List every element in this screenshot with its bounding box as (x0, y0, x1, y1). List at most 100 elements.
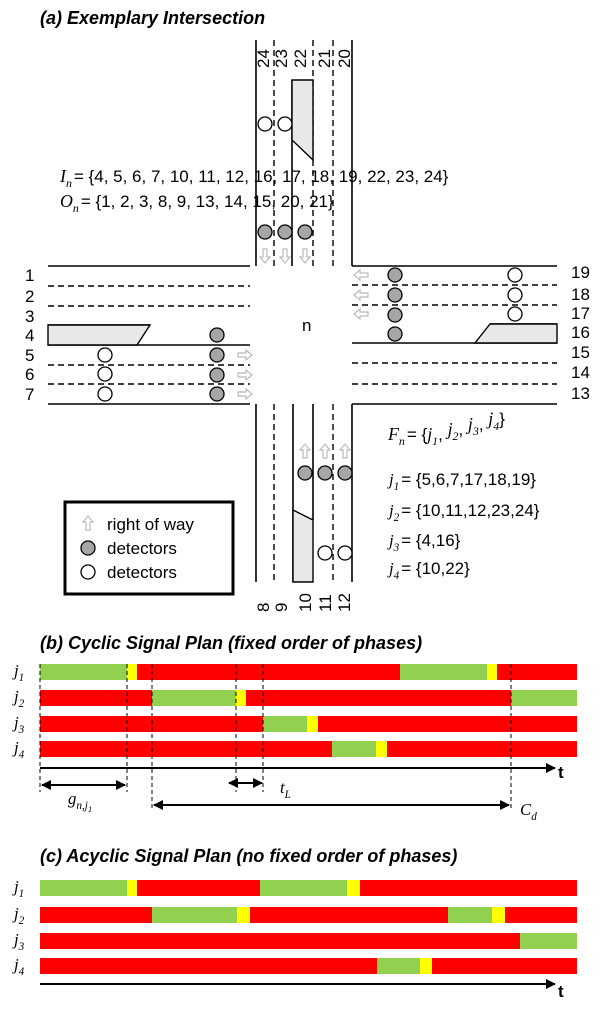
detector (209, 327, 225, 343)
signal-phase (137, 664, 400, 680)
node-label: n (302, 316, 311, 335)
right-of-way-arrow (298, 443, 312, 459)
symbol: t (280, 778, 285, 797)
right-of-way-arrow (237, 368, 253, 382)
detector (317, 545, 333, 561)
symbol: j (12, 661, 19, 680)
lane-label: 11 (316, 594, 335, 612)
signal-phase (448, 907, 492, 923)
subscript: 1 (432, 434, 438, 448)
subscript: 4 (493, 419, 499, 433)
set-text: = {10,11,12,23,24} (401, 501, 540, 520)
signal-phase (505, 907, 577, 923)
symbol: F (387, 424, 400, 444)
signal-phase (40, 690, 152, 706)
detector (257, 116, 273, 132)
lane-label: 19 (571, 263, 590, 282)
signal-phase (377, 958, 420, 974)
lane-label: 6 (25, 365, 34, 384)
right-of-way-arrow (353, 307, 369, 321)
subscript: 4 (394, 570, 400, 582)
signal-phase (127, 880, 137, 896)
median (291, 79, 314, 162)
subscript: 3 (18, 941, 25, 953)
signal-phase (260, 880, 347, 896)
detector (80, 564, 96, 580)
right-of-way-arrow (353, 288, 369, 302)
subscript: 1 (19, 672, 25, 684)
lane-label: 14 (571, 363, 590, 382)
lane-label: 2 (25, 287, 34, 306)
subscript: d (531, 811, 537, 823)
detector (387, 307, 403, 323)
right-of-way-arrow (258, 248, 272, 264)
detector (297, 224, 313, 240)
lane-label: 12 (335, 593, 354, 612)
signal-phase (511, 690, 577, 706)
subscript: 3 (393, 542, 400, 554)
detector (209, 386, 225, 402)
subscript: 2 (453, 429, 459, 443)
right-of-way-arrow (318, 443, 332, 459)
signal-phase (152, 907, 237, 923)
symbol: j (12, 713, 19, 732)
phase-definition: j4 = {10,22} (387, 559, 470, 582)
phase-row-label: j4 (12, 738, 25, 761)
output-set: On = {1, 2, 3, 8, 9, 13, 14, 15, 20, 21} (60, 191, 334, 215)
panel-c-title: (c) Acyclic Signal Plan (no fixed order … (40, 846, 457, 866)
lane-label: 24 (254, 49, 273, 68)
signal-phase (487, 664, 497, 680)
detector (97, 366, 113, 382)
symbol: O (60, 191, 73, 211)
lane-label: 23 (272, 49, 291, 68)
subscript: 2 (19, 915, 25, 927)
median (292, 508, 314, 583)
set-text: = {4, 5, 6, 7, 10, 11, 12, 16, 17, 18, 1… (74, 167, 449, 186)
legend-label: right of way (107, 515, 194, 534)
phase-row-label: j1 (12, 661, 24, 684)
detector (277, 224, 293, 240)
detector (257, 224, 273, 240)
signal-phase (40, 958, 377, 974)
legend-label: detectors (107, 563, 177, 582)
signal-phase (520, 933, 577, 949)
subscript: 2 (19, 698, 25, 710)
median (473, 323, 558, 344)
lane-label: 10 (296, 593, 315, 612)
signal-phase (127, 664, 137, 680)
right-of-way-arrow (353, 268, 369, 282)
signal-phase (307, 716, 318, 732)
phase-row-label: j3 (12, 713, 25, 736)
lane-label: 21 (315, 49, 334, 68)
detector (507, 306, 523, 322)
lane-label: 22 (291, 49, 310, 68)
green-time-label: gn,j1 (68, 789, 92, 814)
subscript: 2 (394, 512, 400, 524)
detector (507, 267, 523, 283)
symbol: j (387, 470, 394, 489)
symbol: g (68, 789, 76, 808)
set-text: } (499, 410, 505, 429)
lane-label: 7 (25, 385, 34, 404)
panel-a-title: (a) Exemplary Intersection (40, 8, 265, 28)
detector (337, 465, 353, 481)
lane-label: 4 (25, 326, 34, 345)
subscript: L (284, 789, 291, 801)
detector (507, 287, 523, 303)
symbol: j (12, 877, 19, 896)
subscript: n (66, 176, 72, 190)
set-text: = { (407, 425, 428, 444)
signal-phase (40, 664, 127, 680)
right-of-way-arrow (237, 348, 253, 362)
signal-phase (432, 958, 577, 974)
lane-label: 16 (571, 323, 590, 342)
lane-label: 8 (254, 603, 273, 612)
signal-phase (332, 741, 376, 757)
subscript: 4 (19, 749, 25, 761)
phase-row-label: j1 (12, 877, 24, 900)
right-of-way-arrow (81, 515, 95, 531)
lane-label: 17 (571, 304, 590, 323)
phase-row-label: j2 (12, 687, 25, 710)
detector (317, 465, 333, 481)
